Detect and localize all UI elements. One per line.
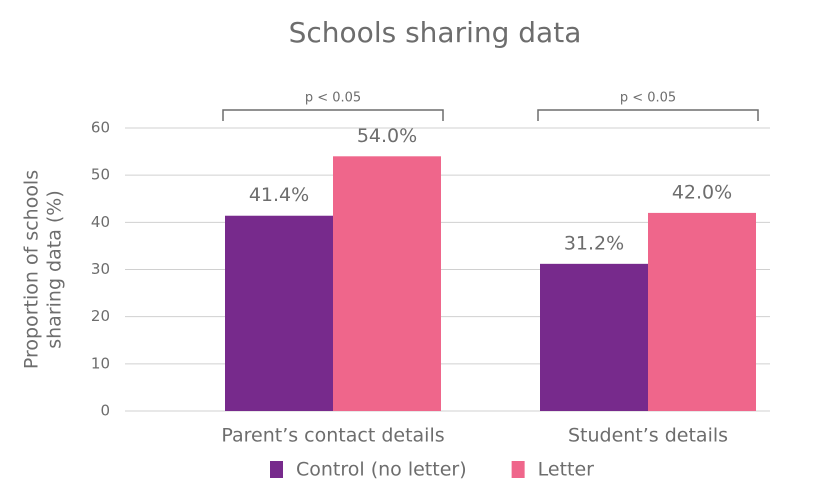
legend-label: Control (no letter) [296, 459, 467, 481]
bar [225, 215, 333, 411]
chart-title: Schools sharing data [289, 16, 582, 49]
y-tick-label: 20 [91, 307, 110, 325]
y-tick-label: 30 [91, 260, 110, 278]
legend-swatch [511, 461, 525, 478]
y-axis-label: sharing data (%) [44, 190, 66, 349]
value-label: 31.2% [564, 232, 624, 254]
bar [648, 212, 756, 411]
legend-swatch [270, 461, 283, 478]
bar [333, 156, 441, 411]
y-tick-label: 60 [91, 119, 110, 137]
value-label: 41.4% [249, 184, 309, 206]
legend-label: Letter [538, 459, 595, 481]
x-tick-label: Parent’s contact details [221, 425, 444, 447]
significance-bracket [222, 109, 444, 121]
y-axis-label: Proportion of schools [21, 170, 43, 369]
y-tick-label: 40 [91, 213, 110, 231]
y-tick-label: 10 [91, 354, 110, 372]
bar [540, 263, 648, 411]
value-label: 42.0% [672, 181, 732, 203]
y-tick-label: 0 [100, 402, 110, 420]
annotation: p < 0.05 [305, 91, 361, 106]
annotation: p < 0.05 [620, 91, 676, 106]
x-tick-label: Student’s details [568, 425, 728, 447]
y-tick-label: 50 [91, 166, 110, 184]
value-label: 54.0% [357, 125, 417, 147]
significance-bracket [537, 109, 759, 121]
